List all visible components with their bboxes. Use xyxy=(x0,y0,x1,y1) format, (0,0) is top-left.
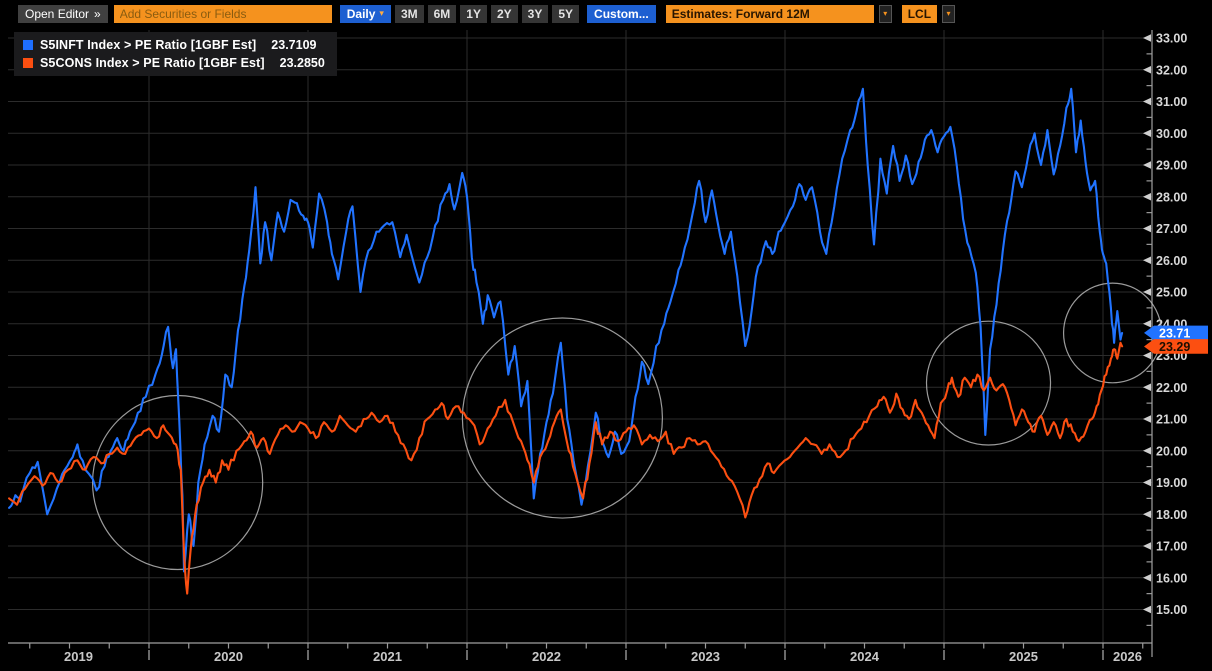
x-year-label: 2020 xyxy=(214,649,243,664)
y-tick-label: 30.00 xyxy=(1156,127,1187,141)
period-button-2y[interactable]: 2Y xyxy=(490,4,518,23)
period-button-1y[interactable]: 1Y xyxy=(460,4,487,23)
y-tick-label: 29.00 xyxy=(1156,159,1187,173)
y-tick-label: 22.00 xyxy=(1156,381,1187,395)
chart-legend: S5INFT Index > PE Ratio [1GBF Est] 23.71… xyxy=(14,32,337,76)
x-year-label: 2019 xyxy=(64,649,93,664)
period-button-6m[interactable]: 6M xyxy=(427,4,457,23)
x-axis: 2019 2020 2021 2022 2023 2024 2025 2026 xyxy=(29,643,1144,664)
s5cons-color-swatch xyxy=(23,57,33,68)
y-axis: 33.00 32.00 31.00 30.00 29.00 28.00 27.00 26.00… xyxy=(1143,32,1187,626)
x-year-label: 2026 xyxy=(1113,649,1142,664)
s5inft-color-swatch xyxy=(23,39,33,50)
y-tick-label: 27.00 xyxy=(1156,222,1187,236)
y-tick-label: 19.00 xyxy=(1156,476,1187,490)
estimates-dropdown-button[interactable]: ▾ xyxy=(878,4,892,23)
open-editor-label: Open Editor xyxy=(25,6,90,21)
legend-item-s5inft[interactable]: S5INFT Index > PE Ratio [1GBF Est] 23.71… xyxy=(23,36,325,53)
last-price-label: 23.71 xyxy=(1159,326,1190,340)
add-securities-input[interactable] xyxy=(113,4,332,23)
period-button-3y[interactable]: 3Y xyxy=(521,4,549,23)
y-tick-label: 28.00 xyxy=(1156,190,1187,204)
caret-down-icon: ▾ xyxy=(883,9,888,18)
frequency-dropdown[interactable]: Daily ▾ xyxy=(339,4,391,23)
currency-field[interactable]: LCL xyxy=(901,4,938,23)
x-year-label: 2024 xyxy=(850,649,880,664)
x-year-label: 2021 xyxy=(373,649,402,664)
open-editor-button[interactable]: Open Editor » xyxy=(18,4,108,23)
period-button-5y[interactable]: 5Y xyxy=(552,4,580,23)
y-tick-label: 32.00 xyxy=(1156,63,1187,77)
legend-label: S5INFT Index > PE Ratio [1GBF Est] xyxy=(40,37,257,52)
x-year-label: 2022 xyxy=(532,649,561,664)
y-tick-label: 18.00 xyxy=(1156,508,1187,522)
y-tick-label: 25.00 xyxy=(1156,286,1187,300)
top-toolbar: Open Editor » Daily ▾ 3M 6M 1Y 2Y 3Y 5Y … xyxy=(0,0,1212,27)
y-tick-label: 15.00 xyxy=(1156,603,1187,617)
highlight-circle xyxy=(461,317,664,519)
y-tick-label: 17.00 xyxy=(1156,540,1187,554)
caret-down-icon: ▾ xyxy=(379,8,384,18)
legend-label: S5CONS Index > PE Ratio [1GBF Est] xyxy=(40,55,265,70)
series-line-s5cons xyxy=(8,341,1124,595)
last-price-tag-s5cons xyxy=(1144,339,1208,354)
y-tick-label: 31.00 xyxy=(1156,95,1187,109)
period-button-3m[interactable]: 3M xyxy=(394,4,424,23)
estimates-field[interactable]: Estimates: Forward 12M xyxy=(665,4,874,23)
legend-value: 23.2850 xyxy=(279,55,325,70)
last-price-label: 23.29 xyxy=(1159,340,1190,354)
highlight-circle xyxy=(925,320,1052,446)
y-tick-label: 20.00 xyxy=(1156,444,1187,458)
annotation-circles xyxy=(91,282,1163,571)
chevrons-right-icon: » xyxy=(94,6,101,21)
gridlines xyxy=(8,30,1152,643)
y-tick-label: 26.00 xyxy=(1156,254,1187,268)
last-price-tag-s5inft xyxy=(1144,325,1208,341)
x-year-label: 2025 xyxy=(1009,649,1038,664)
currency-dropdown-button[interactable]: ▾ xyxy=(942,4,956,23)
y-tick-label: 33.00 xyxy=(1156,32,1187,46)
x-year-label: 2023 xyxy=(691,649,720,664)
custom-range-button[interactable]: Custom... xyxy=(587,4,656,23)
legend-item-s5cons[interactable]: S5CONS Index > PE Ratio [1GBF Est] 23.28… xyxy=(23,54,325,71)
frequency-label: Daily xyxy=(346,6,376,21)
y-tick-label: 16.00 xyxy=(1156,571,1187,585)
y-tick-label: 21.00 xyxy=(1156,413,1187,427)
legend-value: 23.7109 xyxy=(271,37,317,52)
caret-down-icon: ▾ xyxy=(946,9,951,18)
